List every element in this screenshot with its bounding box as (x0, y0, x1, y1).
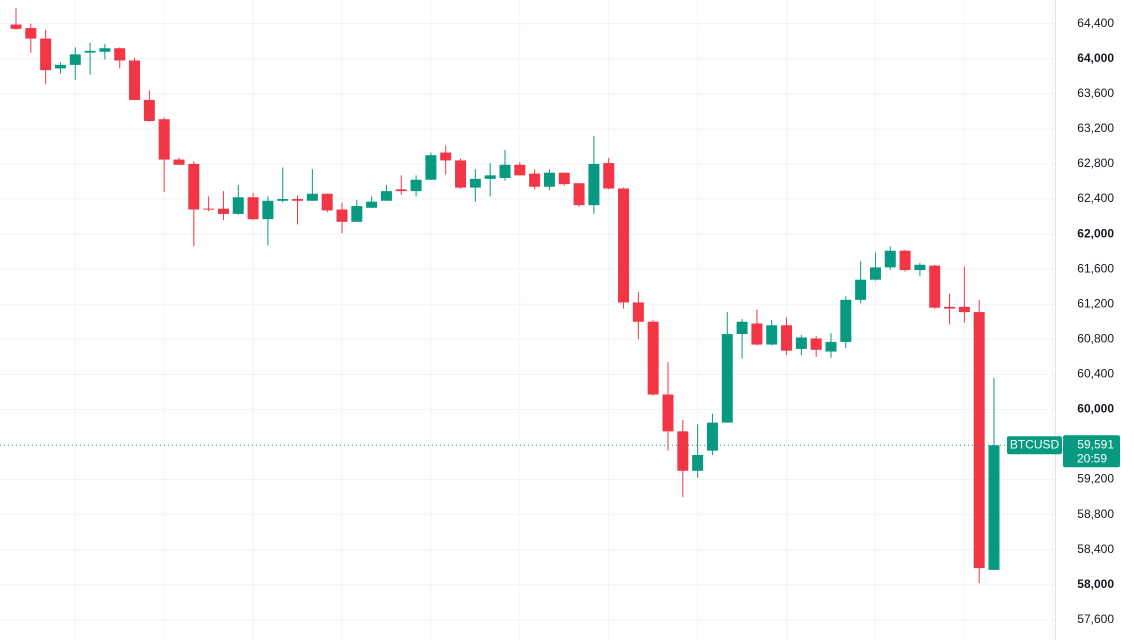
price-label-bg (1063, 435, 1120, 468)
candle-body (203, 208, 215, 210)
candle-body (662, 394, 674, 432)
candle-body (395, 189, 407, 192)
candle-body (751, 323, 763, 345)
candle-body (795, 337, 807, 349)
y-tick-label: 62,800 (1077, 156, 1114, 170)
y-tick-label: 60,000 (1077, 402, 1114, 416)
symbol-label: BTCUSD (1010, 437, 1060, 451)
candle-body (884, 250, 896, 268)
price-label: 59,591 (1077, 437, 1114, 451)
candle-body (440, 152, 452, 161)
candle-body (721, 334, 733, 423)
candle-body (914, 264, 926, 271)
candle-body (40, 38, 52, 71)
candle-body (321, 193, 333, 211)
candle-body (114, 48, 126, 61)
candle-body (366, 201, 378, 208)
candle-body (855, 279, 867, 300)
candle-body (869, 267, 881, 280)
y-tick-label: 58,400 (1077, 542, 1114, 556)
candle-body (929, 265, 941, 308)
candle-body (840, 299, 852, 342)
candle-body (380, 191, 392, 201)
candle-body (232, 197, 244, 214)
candle-body (84, 50, 96, 53)
candle-body (603, 163, 615, 189)
candle-body (262, 200, 274, 220)
y-tick-label: 64,400 (1077, 16, 1114, 30)
candle-body (173, 159, 185, 165)
candle-body (217, 208, 229, 214)
candle-body (336, 209, 348, 222)
y-tick-label: 62,400 (1077, 191, 1114, 205)
candle-body (247, 197, 259, 220)
candle-body (410, 179, 422, 192)
candle-body (588, 163, 600, 206)
candle-body (958, 306, 970, 313)
candle-body (706, 422, 718, 451)
candle-body (825, 341, 837, 352)
y-tick-label: 58,800 (1077, 507, 1114, 521)
candle-body (455, 160, 467, 188)
candle-body (973, 312, 985, 569)
candle-body (529, 173, 541, 187)
candle-body (129, 60, 141, 100)
candle-body (692, 455, 704, 471)
candle-body (944, 306, 956, 309)
candle-body (810, 338, 822, 350)
y-tick-label: 58,000 (1077, 577, 1114, 591)
candle-body (647, 321, 659, 395)
candle-body (351, 206, 363, 222)
candle-body (69, 54, 81, 65)
candle-body (277, 199, 289, 201)
candle-body (543, 172, 555, 187)
candle-body (766, 325, 778, 345)
candle-body (25, 28, 37, 39)
candle-body (292, 199, 304, 201)
candle-body (10, 24, 22, 29)
candle-body (54, 64, 66, 69)
candle-body (499, 164, 511, 178)
candle-body (573, 183, 585, 206)
candle-body (99, 48, 111, 52)
candle-body (469, 178, 481, 188)
y-tick-label: 61,600 (1077, 261, 1114, 275)
symbol-label-bg (1007, 436, 1062, 455)
candle-body (425, 155, 437, 180)
candle-body (514, 164, 526, 176)
candle-body (677, 431, 689, 471)
y-tick-label: 63,200 (1077, 121, 1114, 135)
candle-body (988, 445, 1000, 570)
candle-body (484, 175, 496, 179)
y-tick-label: 63,600 (1077, 86, 1114, 100)
candle-body (618, 188, 630, 303)
countdown-label: 20:59 (1077, 451, 1107, 465)
y-tick-label: 62,000 (1077, 226, 1114, 240)
candle-body (306, 193, 318, 201)
candle-body (781, 325, 793, 351)
candle-body (558, 172, 570, 185)
y-tick-label: 57,600 (1077, 612, 1114, 626)
candle-body (736, 321, 748, 335)
candle-body (158, 119, 170, 160)
y-tick-label: 60,800 (1077, 331, 1114, 345)
candle-body (899, 250, 911, 271)
y-tick-label: 64,000 (1077, 51, 1114, 65)
y-tick-label: 60,400 (1077, 367, 1114, 381)
candle-body (143, 99, 155, 121)
candle-body (632, 302, 644, 322)
candle-body (188, 163, 200, 210)
y-tick-label: 61,200 (1077, 296, 1114, 310)
y-tick-label: 59,200 (1077, 472, 1114, 486)
